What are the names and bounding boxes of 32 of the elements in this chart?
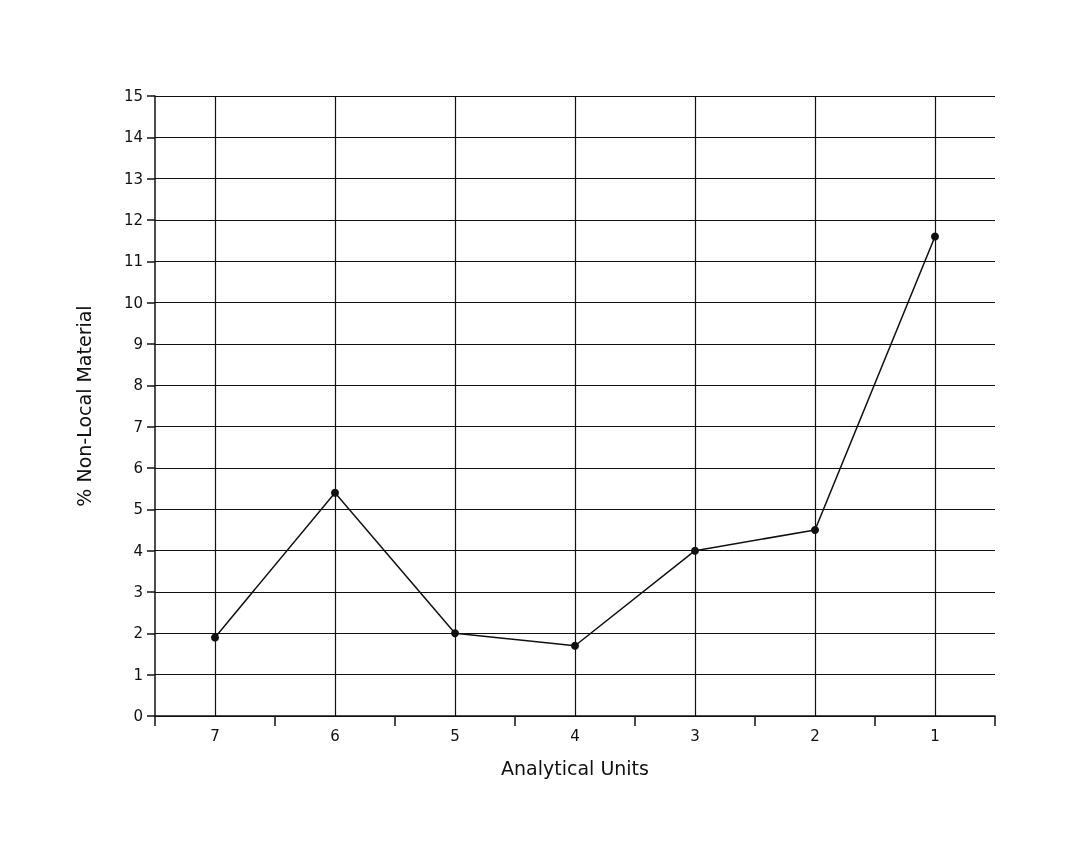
x-tick-label: 1 (930, 726, 940, 745)
point (691, 546, 699, 555)
x-tick-label: 3 (690, 726, 700, 745)
x-tick-label: 7 (210, 726, 220, 745)
y-tick-label: 11 (123, 252, 143, 271)
point (811, 526, 819, 534)
y-tick-label: 0 (133, 707, 143, 725)
y-axis-title: % Non-Local Material (72, 305, 95, 507)
point (931, 232, 939, 241)
y-tick-label: 2 (133, 624, 143, 643)
y-tick-label: 15 (123, 87, 143, 105)
y-tick-label: 12 (123, 211, 143, 229)
x-tick-label: 2 (810, 726, 820, 745)
y-tick-label: 7 (133, 417, 143, 436)
x-tick-label: 5 (450, 726, 460, 745)
x-tick-label: 6 (330, 726, 340, 745)
y-tick-label: 4 (133, 541, 143, 560)
y-tick-label: 3 (133, 583, 143, 601)
y-tick-label: 6 (133, 459, 143, 477)
point (571, 641, 579, 650)
y-tick-label: 14 (123, 128, 143, 147)
x-tick-label: 4 (570, 726, 580, 745)
y-tick-label: 5 (133, 500, 143, 519)
y-tick-label: 8 (133, 376, 143, 395)
y-tick-label: 10 (123, 293, 143, 312)
point (331, 488, 339, 497)
y-tick-label: 13 (123, 169, 143, 188)
y-tick-label: 9 (133, 335, 143, 353)
x-axis-title: Analytical Units (501, 756, 649, 779)
y-tick-label: 1 (133, 665, 143, 684)
point (211, 633, 219, 642)
point (451, 629, 459, 638)
